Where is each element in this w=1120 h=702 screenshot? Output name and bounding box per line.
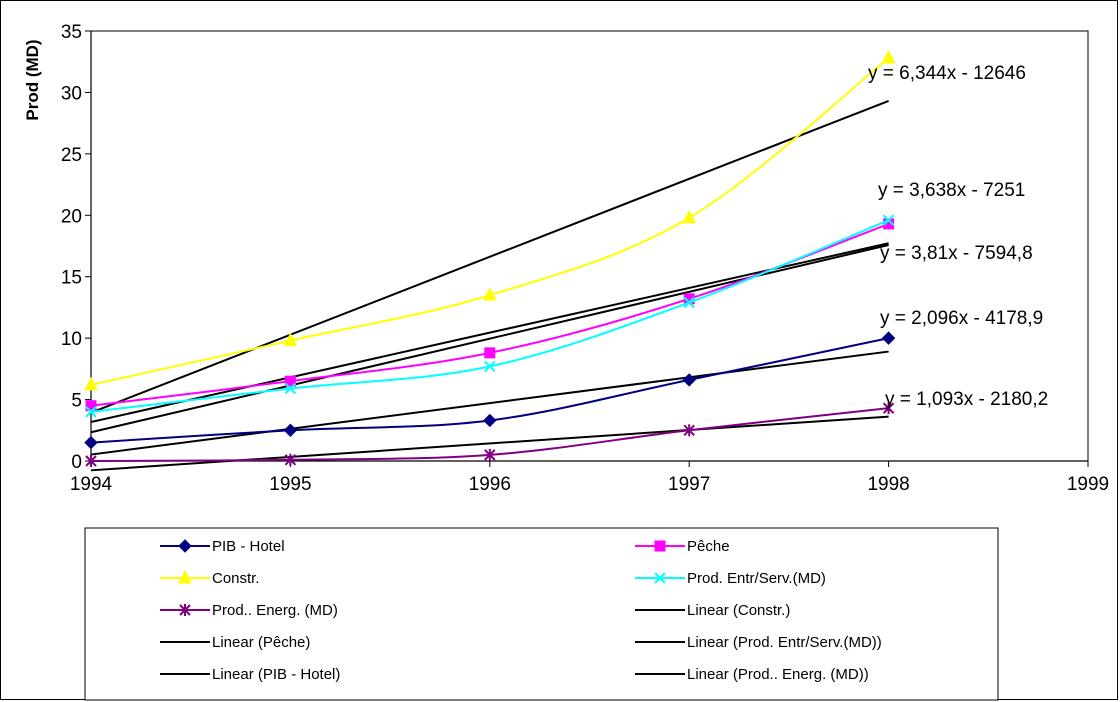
legend-label: Prod.. Energ. (MD) <box>212 602 338 619</box>
series-prod-entr-serv-md <box>85 214 895 418</box>
trendline-equation: y = 2,096x - 4178,9 <box>880 308 1043 329</box>
data-point <box>484 448 496 461</box>
trendline-equation: y = 3,81x - 7594,8 <box>880 243 1033 264</box>
series-prod-energ-md <box>85 402 895 467</box>
data-series <box>84 49 896 467</box>
data-point <box>284 382 297 395</box>
x-tick-label: 1998 <box>867 474 909 495</box>
data-point <box>654 540 666 552</box>
trendline-equation: y = 1,093x - 2180,2 <box>885 389 1048 410</box>
data-point <box>484 360 496 373</box>
data-point <box>654 572 666 584</box>
y-tick-label: 15 <box>61 268 82 289</box>
y-tick-label: 20 <box>61 206 82 227</box>
x-tick-label: 1994 <box>70 474 113 495</box>
data-point <box>881 331 896 345</box>
data-point <box>483 413 497 428</box>
legend-label: Constr. <box>212 570 260 587</box>
data-point <box>85 406 97 418</box>
legend-item: Linear (Prod. Entr/Serv.(MD)) <box>635 634 882 651</box>
data-point <box>84 435 98 450</box>
y-tick-label: 0 <box>71 452 82 473</box>
data-point <box>682 373 696 387</box>
trendline <box>90 99 889 414</box>
data-point <box>683 424 695 437</box>
data-point <box>85 455 97 467</box>
data-point <box>178 569 192 584</box>
legend: PIB - Hotel Pêche Constr. Prod. Entr/Serv.(… <box>84 527 999 701</box>
legend-label: Pêche <box>687 538 730 555</box>
series-pib-hotel <box>84 331 896 450</box>
legend-label: Linear (Prod. Entr/Serv.(MD)) <box>687 634 882 651</box>
legend-label: PIB - Hotel <box>212 538 285 555</box>
legend-item: Pêche <box>635 538 730 555</box>
series-line <box>90 219 889 413</box>
legend-item: Prod. Entr/Serv.(MD) <box>635 570 826 587</box>
data-point <box>484 347 496 359</box>
legend-label: Prod. Entr/Serv.(MD) <box>687 570 826 587</box>
data-point <box>882 214 895 226</box>
trendline-equation: y = 3,638x - 7251 <box>878 180 1025 201</box>
axes: 0 5 10 15 20 25 30 35 1994 1995 1996 1997 1998 1999 <box>61 22 1109 495</box>
data-point <box>882 402 895 415</box>
legend-item: Linear (Constr.) <box>635 602 790 619</box>
trendline-equations: y = 6,344x - 12646 y = 3,638x - 7251 y = 3… <box>868 63 1048 410</box>
legend-item: Linear (PIB - Hotel) <box>160 666 340 683</box>
y-tick-label: 25 <box>61 145 82 166</box>
data-point <box>84 376 98 391</box>
legend-item: Prod.. Energ. (MD) <box>160 602 338 619</box>
y-tick-label: 5 <box>71 391 82 412</box>
legend-item: PIB - Hotel <box>160 538 285 555</box>
series-line <box>90 57 890 386</box>
legend-label: Linear (PIB - Hotel) <box>212 666 340 683</box>
trendline <box>90 242 889 424</box>
data-point <box>178 539 192 553</box>
data-point <box>683 296 695 309</box>
legend-label: Linear (Pêche) <box>212 634 310 651</box>
trendline-equation: y = 6,344x - 12646 <box>868 63 1026 84</box>
x-tick-label: 1997 <box>668 474 710 495</box>
y-tick-label: 10 <box>61 329 82 350</box>
legend-item: Constr. <box>160 569 260 587</box>
legend-label: Linear (Constr.) <box>687 602 790 619</box>
data-point <box>179 604 191 616</box>
legend-label: Linear (Prod.. Energ. (MD)) <box>687 666 869 683</box>
y-tick-label: 30 <box>61 83 82 104</box>
trendline <box>90 244 889 434</box>
y-tick-label: 35 <box>61 22 82 43</box>
data-point <box>682 209 697 224</box>
data-point <box>482 287 497 301</box>
x-tick-label: 1996 <box>469 474 511 495</box>
y-axis-label: Prod (MD) <box>23 39 42 120</box>
data-point <box>881 49 896 64</box>
x-tick-label: 1999 <box>1067 474 1109 495</box>
x-tick-label: 1995 <box>269 474 311 495</box>
series-constr <box>84 49 896 391</box>
legend-item: Linear (Pêche) <box>160 634 310 651</box>
series-line <box>90 222 889 407</box>
trendline <box>90 350 889 456</box>
data-point <box>284 375 296 387</box>
legend-item: Linear (Prod.. Energ. (MD)) <box>635 666 869 683</box>
legend-box <box>84 527 999 701</box>
data-point <box>284 453 297 466</box>
data-point <box>283 332 298 347</box>
series-p-che <box>85 218 895 412</box>
data-point <box>283 423 298 437</box>
